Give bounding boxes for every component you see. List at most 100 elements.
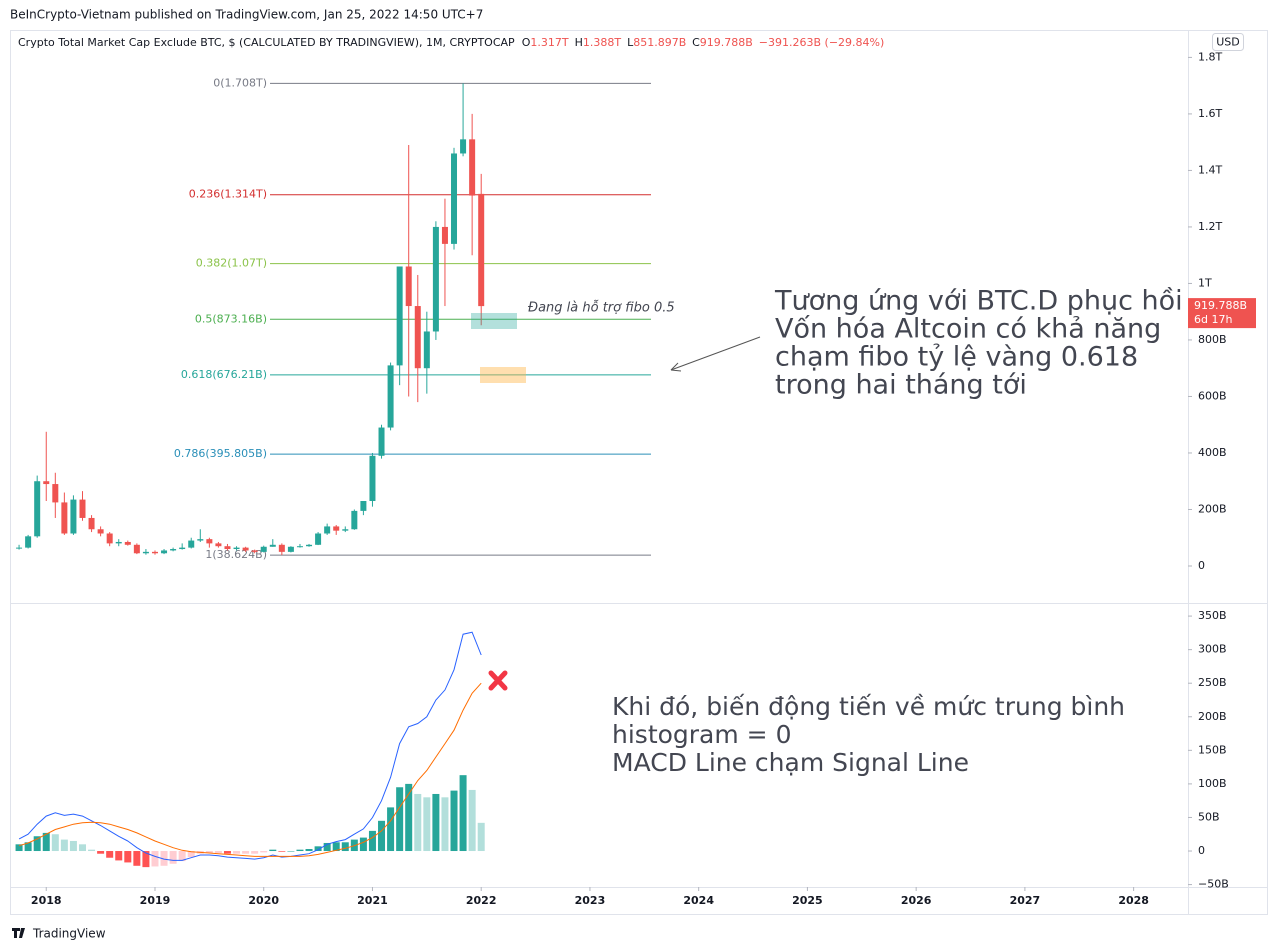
legend-key: C: [692, 36, 700, 49]
y-tick-label: 600B: [1198, 389, 1227, 402]
fib-label: 0.382(1.07T): [196, 257, 267, 270]
legend-key: O: [522, 36, 531, 49]
histogram-bar: [142, 851, 150, 868]
y-tick-label: 50B: [1198, 810, 1220, 823]
candle-body: [79, 499, 86, 518]
histogram-bar: [151, 851, 159, 867]
macd-note-line: Khi đó, biến động tiến về mức trung bình: [612, 692, 1125, 721]
histogram-bar: [296, 849, 304, 852]
y-tick-label: 250B: [1198, 676, 1227, 689]
x-tick-label: 2019: [140, 894, 171, 907]
histogram-bar: [387, 807, 395, 852]
histogram-bar: [441, 797, 449, 852]
support-note: Đang là hỗ trợ fibo 0.5: [528, 301, 675, 316]
histogram-bar: [396, 787, 404, 852]
histogram-bar: [314, 846, 322, 852]
candle-body: [25, 536, 32, 548]
candle-body: [70, 499, 77, 534]
histogram-bar: [332, 842, 340, 852]
candle-body: [161, 550, 168, 554]
candle-body: [16, 547, 23, 549]
y-tick-label: 350B: [1198, 609, 1227, 622]
legend-change: −391.263B (−29.84%): [759, 36, 885, 49]
histogram-bar: [51, 834, 59, 852]
candle-body: [260, 546, 267, 552]
histogram-bar: [160, 851, 168, 866]
histogram-bar: [24, 842, 32, 852]
candle-body: [133, 544, 140, 554]
forecast-line: Tương ứng với BTC.D phục hồi: [774, 286, 1183, 317]
candle-body: [369, 455, 376, 502]
y-tick-label: 1.2T: [1198, 220, 1222, 233]
candle-body: [478, 193, 485, 307]
candle-body: [188, 540, 195, 548]
candle-body: [296, 546, 303, 548]
histogram-bar: [242, 851, 250, 854]
histogram-bar: [78, 844, 86, 852]
y-tick-label: 0: [1198, 844, 1205, 857]
candle-body: [170, 549, 177, 551]
footer: TradingView: [32, 927, 106, 941]
fib-label: 0.786(395.805B): [174, 447, 267, 460]
y-tick-label: 300B: [1198, 643, 1227, 656]
macd-line: [18, 631, 482, 861]
candle-body: [342, 529, 349, 531]
candle-body: [324, 526, 331, 534]
histogram-bar: [459, 775, 467, 852]
macd-note-line: MACD Line chạm Signal Line: [612, 748, 969, 777]
candle-body: [61, 502, 68, 534]
candle-body: [242, 547, 249, 551]
legend-value: 1.317T: [530, 36, 568, 49]
histogram-bar: [278, 851, 286, 852]
histogram-bar: [405, 783, 413, 852]
histogram-bar: [205, 851, 213, 854]
candle-body: [251, 550, 258, 552]
arrow: [670, 336, 761, 371]
macd-line: [18, 682, 482, 857]
histogram-bar: [378, 820, 386, 852]
x-tick-label: 2026: [901, 894, 932, 907]
y-tick-label: 150B: [1198, 743, 1227, 756]
y-tick-label: 1.6T: [1198, 107, 1222, 120]
fib-label: 0.236(1.314T): [189, 188, 267, 201]
histogram-bar: [423, 797, 431, 852]
x-tick-label: 2022: [466, 894, 497, 907]
histogram-bar: [88, 849, 96, 852]
fib-label: 0(1.708T): [213, 76, 267, 89]
fib-label: 0.5(873.16B): [195, 312, 267, 325]
candle-body: [151, 551, 158, 554]
histogram-bar: [251, 851, 259, 854]
candle-body: [469, 139, 476, 196]
candle-body: [432, 226, 439, 332]
histogram-bar: [169, 851, 177, 864]
legend-value: 851.897B: [633, 36, 686, 49]
candle-body: [106, 533, 113, 544]
candle-body: [378, 427, 385, 456]
histogram-bar: [305, 849, 313, 852]
histogram-bar: [124, 851, 132, 863]
histogram-bar: [15, 844, 23, 852]
header: BeInCrypto-Vietnam published on TradingV…: [10, 8, 483, 22]
last-price-tag: [1188, 298, 1256, 329]
histogram-bar: [477, 822, 485, 852]
histogram-bar: [359, 837, 367, 852]
y-tick-label: 0: [1198, 559, 1205, 572]
legend-key: L: [627, 36, 634, 49]
histogram-bar: [33, 836, 41, 852]
candle-body: [423, 331, 430, 369]
y-tick-label: 200B: [1198, 502, 1227, 515]
x-tick-label: 2025: [792, 894, 823, 907]
arrow-head: [670, 362, 682, 372]
histogram-bar: [368, 830, 376, 852]
candle-body: [451, 153, 458, 244]
currency[interactable]: USD: [1216, 36, 1240, 49]
histogram-bar: [214, 851, 222, 854]
candle-body: [360, 501, 367, 511]
x-tick-label: 2018: [31, 894, 62, 907]
currency-button[interactable]: [1212, 33, 1244, 51]
candle-body: [333, 526, 340, 531]
histogram-bar: [432, 793, 440, 852]
y-tick-label: −50B: [1198, 878, 1229, 891]
y-tick-label: 800B: [1198, 333, 1227, 346]
x-tick-label: 2027: [1010, 894, 1041, 907]
